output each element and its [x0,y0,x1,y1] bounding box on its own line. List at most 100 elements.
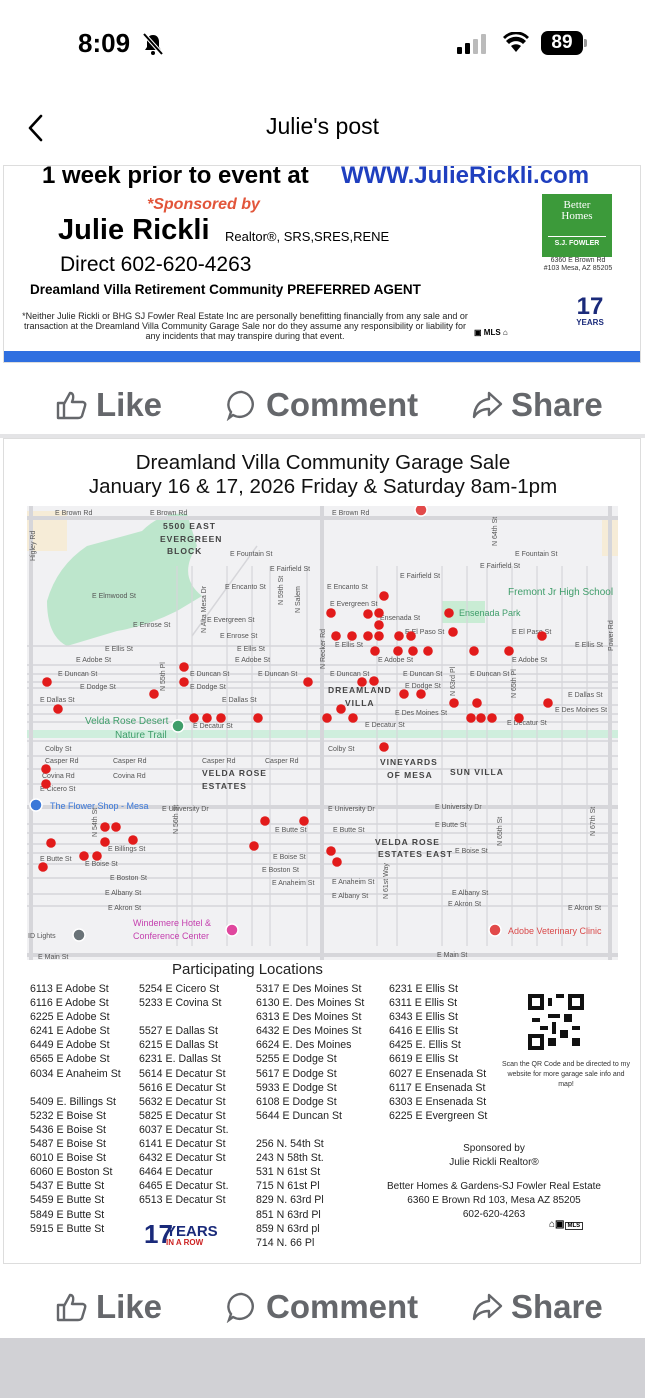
sale-location-marker[interactable] [444,608,454,618]
sale-location-marker[interactable] [543,698,553,708]
sale-location-marker[interactable] [216,713,226,723]
veterinary-pin-icon[interactable] [488,923,502,937]
location-item: 5617 E Dodge St [256,1067,337,1080]
map-label: E Dallas St [222,697,257,704]
sale-location-marker[interactable] [466,713,476,723]
sale-location-marker[interactable] [189,713,199,723]
sale-location-marker[interactable] [370,646,380,656]
sale-location-marker[interactable] [41,779,51,789]
map-label: E Dallas St [568,692,603,699]
qr-code[interactable] [528,994,584,1050]
comment-button[interactable]: Comment [226,1288,418,1326]
sale-location-marker[interactable] [42,677,52,687]
location-item: 531 N 61st St [256,1166,321,1179]
sale-location-marker[interactable] [128,835,138,845]
sale-location-marker[interactable] [332,857,342,867]
sale-location-marker[interactable] [357,677,367,687]
office-line2: #103 Mesa, AZ 85205 [543,265,613,272]
sale-location-marker[interactable] [46,838,56,848]
location-item: 6116 E Adobe St [30,997,109,1010]
map-label: E Fountain St [515,551,557,558]
sale-location-marker[interactable] [38,862,48,872]
sale-location-marker[interactable] [202,713,212,723]
sale-location-marker[interactable] [476,713,486,723]
sale-location-marker[interactable] [379,591,389,601]
sale-location-marker[interactable] [363,631,373,641]
sale-location-marker[interactable] [79,851,89,861]
sale-location-marker[interactable] [379,742,389,752]
sale-location-marker[interactable] [100,822,110,832]
sale-location-marker[interactable] [347,631,357,641]
comment-button[interactable]: Comment [226,386,418,424]
map-label: E Fountain St [230,551,272,558]
location-item: 5233 E Covina St [139,997,222,1010]
sale-location-marker[interactable] [487,713,497,723]
post2-flyer-image[interactable]: Dreamland Villa Community Garage Sale Ja… [3,438,641,1264]
sale-location-marker[interactable] [331,631,341,641]
share-button[interactable]: Share [471,1288,603,1326]
share-button[interactable]: Share [471,386,603,424]
sale-location-marker[interactable] [179,677,189,687]
sale-location-marker[interactable] [336,704,346,714]
location-item: 5487 E Boise St [30,1138,106,1151]
map-label: E Dallas St [40,697,75,704]
map-label: E Butte St [40,856,72,863]
garage-sale-map[interactable]: E Brown Rd E Brown Rd E Brown Rd 5500 EAST E… [27,506,618,960]
sale-location-marker[interactable] [394,631,404,641]
sale-location-marker[interactable] [374,608,384,618]
sale-location-marker[interactable] [326,608,336,618]
flower-shop-pin-icon[interactable] [29,798,43,812]
hotel-pin-icon[interactable] [225,923,239,937]
sale-location-marker[interactable] [423,646,433,656]
like-button[interactable]: Like [56,386,162,424]
sale-location-marker[interactable] [504,646,514,656]
sale-location-marker[interactable] [348,713,358,723]
sale-location-marker[interactable] [260,816,270,826]
sale-location-marker[interactable] [472,698,482,708]
sale-location-marker[interactable] [179,662,189,672]
map-label: E Ellis St [105,646,133,653]
signal-icon [457,34,486,54]
sale-location-marker[interactable] [303,677,313,687]
post1-flyer-image[interactable]: 1 week prior to event at WWW.JulieRickli… [3,165,641,363]
sale-location-marker[interactable] [363,609,373,619]
location-item: 6465 E Decatur St. [139,1180,229,1193]
sale-location-marker[interactable] [322,713,332,723]
sale-location-marker[interactable] [449,698,459,708]
sale-location-marker[interactable] [448,627,458,637]
map-pin-icon[interactable] [414,506,428,517]
brokerage-name: Better Homes & Gardens-SJ Fowler Real Es… [387,1181,601,1192]
back-chevron-icon[interactable] [26,113,46,143]
map-label: Nature Trail [115,730,167,741]
location-item: 6225 E Evergreen St [389,1109,488,1122]
sale-location-marker[interactable] [299,816,309,826]
sale-location-marker[interactable] [374,620,384,630]
sale-location-marker[interactable] [393,646,403,656]
sale-location-marker[interactable] [100,837,110,847]
sale-location-marker[interactable] [537,631,547,641]
sale-location-marker[interactable] [514,713,524,723]
sale-location-marker[interactable] [92,851,102,861]
brokerage-phone: 602-620-4263 [462,1209,526,1220]
sale-location-marker[interactable] [326,846,336,856]
sale-location-marker[interactable] [111,822,121,832]
sale-location-marker[interactable] [249,841,259,851]
sale-location-marker[interactable] [469,646,479,656]
sale-location-marker[interactable] [149,689,159,699]
like-button[interactable]: Like [56,1288,162,1326]
map-label: E Evergreen St [330,601,378,608]
sale-location-marker[interactable] [406,631,416,641]
map-label: N Salem [295,586,302,613]
sale-location-marker[interactable] [41,764,51,774]
map-label: E Adobe St [76,657,111,664]
sale-location-marker[interactable] [408,646,418,656]
sale-location-marker[interactable] [399,689,409,699]
sale-location-marker[interactable] [53,704,63,714]
sale-location-marker[interactable] [416,689,426,699]
map-label: E Adobe St [512,657,547,664]
sale-location-marker[interactable] [374,631,384,641]
sale-location-marker[interactable] [369,676,379,686]
nature-trail-pin-icon[interactable] [171,719,185,733]
sale-location-marker[interactable] [253,713,263,723]
lights-pin-icon[interactable] [72,928,86,942]
